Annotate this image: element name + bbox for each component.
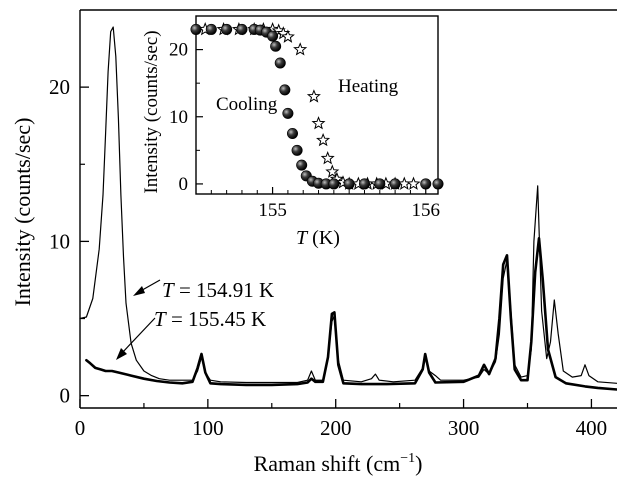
annotation-154-91-arrowhead xyxy=(133,286,145,296)
inset-x-axis-label: T (K) xyxy=(296,227,340,249)
inset-x-tick-label: 155 xyxy=(258,200,287,221)
inset-y-tick-label: 20 xyxy=(169,40,188,61)
inset-heating-label: Heating xyxy=(338,76,399,97)
main-x-tick-label: 200 xyxy=(320,416,352,440)
main-y-tick-label: 10 xyxy=(49,229,70,253)
inset-x-tick-label: 156 xyxy=(411,200,440,221)
main-x-tick-label: 400 xyxy=(576,416,608,440)
inset-y-tick-label: 0 xyxy=(179,174,189,195)
main-x-tick-label: 100 xyxy=(192,416,224,440)
annotation-154-91: T = 154.91 K xyxy=(133,278,274,302)
cooling-point xyxy=(296,159,308,171)
cooling-point xyxy=(221,23,233,35)
heating-point xyxy=(325,164,340,178)
cooling-point xyxy=(279,84,291,96)
cooling-point xyxy=(389,178,401,190)
cooling-point xyxy=(205,23,217,35)
heating-point xyxy=(320,151,335,165)
annotation-155-45: T = 155.45 K xyxy=(116,307,266,360)
main-series xyxy=(79,26,617,391)
cooling-point xyxy=(267,30,279,42)
annotation-155-45-arrowhead xyxy=(116,348,127,360)
annotation-155-45-label: T = 155.45 K xyxy=(154,307,266,331)
cooling-point xyxy=(236,23,248,35)
cooling-point xyxy=(270,40,282,52)
main-x-tick-label: 300 xyxy=(448,416,480,440)
cooling-point xyxy=(190,23,202,35)
heating-point xyxy=(316,132,331,147)
cooling-point xyxy=(374,178,386,190)
cooling-point xyxy=(343,178,355,190)
heating-point xyxy=(306,89,321,103)
heating-point xyxy=(406,176,421,190)
main-y-tick-label: 0 xyxy=(60,384,71,408)
inset-cooling-label: Cooling xyxy=(216,94,278,115)
main-y-axis-label: Intensity (counts/sec) xyxy=(10,118,35,307)
inset-series xyxy=(190,22,444,190)
annotation-154-91-label: T = 154.91 K xyxy=(162,278,274,302)
annotation-155-45-arrow xyxy=(120,317,156,355)
inset-ticks: 155 156 0 10 20 xyxy=(169,40,440,221)
cooling-point xyxy=(274,57,286,69)
main-x-axis-label: Raman shift (cm−1) xyxy=(254,451,423,476)
inset-y-axis-label: Intensity (counts/sec) xyxy=(141,30,162,193)
cooling-point xyxy=(328,178,340,190)
main-y-tick-label: 20 xyxy=(49,75,70,99)
inset-frame xyxy=(195,15,439,195)
heating-point xyxy=(311,116,326,130)
cooling-point xyxy=(291,144,303,156)
cooling-point xyxy=(282,107,294,119)
inset-y-tick-label: 10 xyxy=(169,107,188,128)
cooling-point xyxy=(358,178,370,190)
heating-point xyxy=(293,42,308,56)
series-line-155-45K xyxy=(85,237,617,391)
heating-point xyxy=(280,29,295,43)
cooling-point xyxy=(432,178,444,190)
inset: 155 156 0 10 20 Intensity (counts/sec) T (K)… xyxy=(141,15,444,249)
main-x-tick-label: 0 xyxy=(75,416,86,440)
cooling-point xyxy=(420,178,432,190)
cooling-point xyxy=(286,128,298,140)
